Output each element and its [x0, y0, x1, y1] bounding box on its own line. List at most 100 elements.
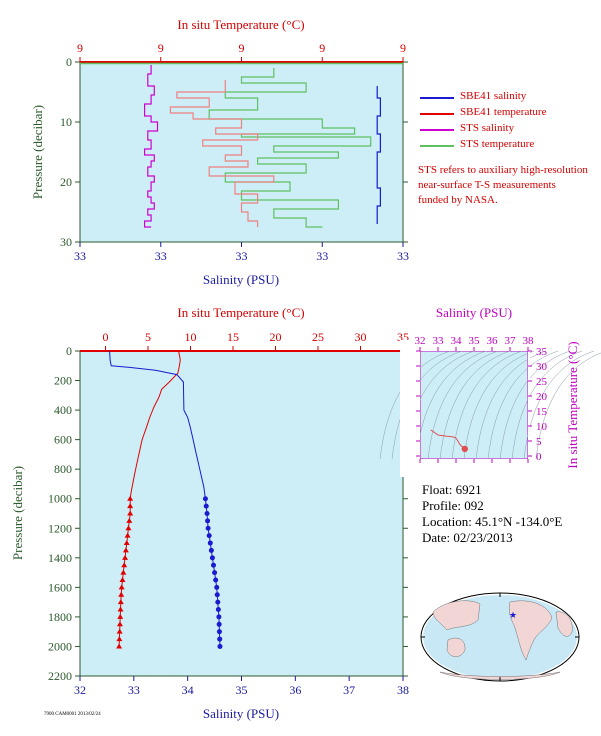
salinity-tick-label: 38: [397, 683, 409, 697]
float-id: Float: 6921: [422, 482, 482, 497]
top-series-group: [80, 62, 403, 228]
temp-tick-label: 20: [270, 330, 282, 344]
salinity-marker: [208, 547, 214, 553]
density-contour: [475, 350, 547, 460]
temperature-marker: [127, 510, 134, 516]
temperature-marker: [116, 643, 123, 649]
ts-temp-tick-label: 0: [536, 451, 542, 463]
ts-series-group: [430, 429, 468, 453]
salinity-marker: [213, 577, 219, 583]
salinity-marker: [215, 599, 221, 605]
salinity-marker: [212, 570, 218, 576]
ts-y-axis-label: In situ Temperature (°C): [565, 341, 580, 468]
ts-plot-area: [419, 350, 529, 460]
temperature-marker: [123, 540, 130, 546]
temperature-marker: [120, 569, 127, 575]
density-contour: [499, 350, 571, 460]
ts-deep-cluster: [461, 445, 468, 453]
pressure-tick-label: 200: [54, 374, 72, 388]
temp-tick-label: 5: [145, 330, 151, 344]
series-line-sbe41-temperature: [169, 80, 275, 227]
pressure-tick-label: 1400: [48, 551, 72, 565]
temp-tick-label: 25: [312, 330, 324, 344]
ts-clip-mask: [400, 351, 420, 459]
temp-tick-label: 9: [239, 41, 245, 55]
top-chart: 0 10 20 30 9 9 9 9 9 33 33 33 33 33 In situ Temperatu…: [30, 17, 409, 287]
temperature-marker: [126, 517, 133, 523]
salinity-tick-label: 33: [316, 249, 328, 263]
density-contour: [451, 350, 523, 460]
pressure-tick-label: 30: [60, 235, 72, 249]
salinity-marker: [209, 555, 215, 561]
ts-clip-mask: [400, 459, 530, 477]
world-map: ★: [420, 592, 580, 682]
map-land-europe: [555, 611, 573, 637]
legend-swatch-sts-salinity: [420, 129, 454, 131]
density-contour: [511, 350, 583, 460]
legend-label: SBE41 temperature: [460, 106, 547, 118]
temperature-marker: [117, 599, 124, 605]
ts-x-axis-label: Salinity (PSU): [436, 305, 512, 320]
salinity-tick-label: 34: [182, 683, 194, 697]
bottom-ticks: 0200400600800100012001400160018002000220…: [48, 330, 409, 697]
top-x-axis-label: Salinity (PSU): [203, 272, 279, 287]
salinity-tick-label: 37: [343, 683, 355, 697]
pressure-tick-label: 1600: [48, 580, 72, 594]
temperature-marker: [127, 495, 134, 501]
footer-stamp: 7900 CAM0001 2013/02/24: [44, 712, 101, 717]
density-contour: [487, 350, 559, 460]
ts-salinity-tick-label: 33: [433, 335, 445, 347]
ts-temp-tick-label: 30: [536, 361, 548, 373]
density-contour: [535, 352, 601, 460]
salinity-marker: [204, 511, 210, 516]
salinity-marker: [217, 636, 223, 642]
bottom-y-axis-label: Pressure (decibar): [10, 466, 25, 560]
salinity-marker: [203, 503, 209, 509]
pressure-tick-label: 600: [54, 433, 72, 447]
bottom-chart: 0200400600800100012001400160018002000220…: [10, 305, 409, 721]
temperature-marker: [125, 525, 132, 531]
temp-tick-label: 9: [158, 41, 164, 55]
pressure-tick-label: 2000: [48, 639, 72, 653]
bottom-chart-title: In situ Temperature (°C): [177, 305, 304, 320]
temperature-marker: [117, 613, 124, 619]
temperature-marker: [127, 503, 134, 509]
density-contour: [463, 350, 535, 460]
pressure-tick-label: 1800: [48, 610, 72, 624]
salinity-marker: [206, 533, 212, 539]
legend-swatch-sbe41-salinity: [420, 97, 454, 99]
pressure-tick-label: 800: [54, 462, 72, 476]
ts-temp-tick-label: 35: [536, 346, 548, 358]
top-y-axis-label: Pressure (decibar): [30, 105, 45, 199]
pressure-tick-label: 1200: [48, 521, 72, 535]
pressure-tick-label: 20: [60, 175, 72, 189]
profile-number: Profile: 092: [422, 498, 484, 513]
temperature-marker: [122, 554, 129, 560]
pressure-tick-label: 0: [66, 344, 72, 358]
density-contour: [427, 350, 499, 460]
salinity-marker: [217, 643, 223, 649]
temp-tick-label: 10: [185, 330, 197, 344]
salinity-tick-label: 32: [74, 683, 86, 697]
salinity-marker: [205, 518, 211, 524]
map-float-marker: ★: [509, 610, 517, 620]
temperature-marker: [122, 547, 129, 553]
ts-salinity-tick-label: 38: [523, 335, 535, 347]
salinity-marker: [214, 592, 220, 598]
ts-salinity-tick-label: 35: [469, 335, 481, 347]
temperature-marker: [119, 576, 126, 582]
salinity-marker: [216, 614, 222, 620]
top-ticks: 0 10 20 30 9 9 9 9 9 33 33 33 33 33: [60, 41, 409, 263]
ts-salinity-tick-label: 34: [451, 335, 463, 347]
temperature-marker: [118, 591, 125, 597]
series-line-sts-salinity: [144, 65, 159, 228]
legend-swatch-sbe41-temperature: [420, 113, 454, 115]
temp-tick-label: 30: [355, 330, 367, 344]
ts-density-contours: [379, 340, 601, 477]
legend-label: STS salinity: [460, 122, 515, 134]
salinity-tick-label: 33: [74, 249, 86, 263]
pressure-tick-label: 10: [60, 115, 72, 129]
salinity-tick-label: 36: [289, 683, 301, 697]
salinity-marker: [216, 621, 222, 627]
